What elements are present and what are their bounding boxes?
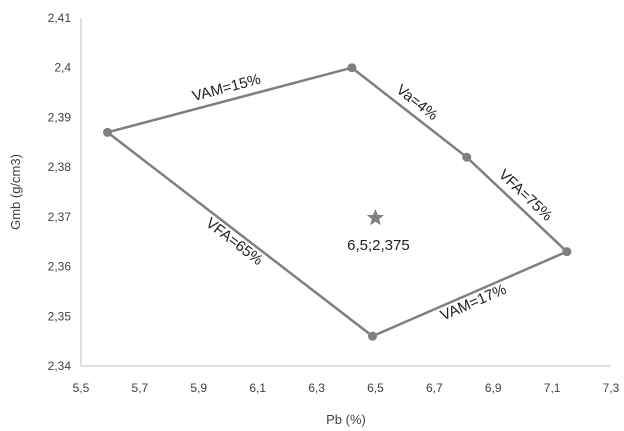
data-point: [562, 247, 572, 257]
y-tick-labels: 2,34 2,35 2,36 2,37 2,38 2,39 2,4 2,41: [48, 11, 72, 373]
data-point: [347, 63, 357, 73]
star-marker: [366, 208, 384, 226]
x-tick-label: 5,5: [73, 381, 90, 395]
y-tick-label: 2,4: [54, 61, 71, 75]
edge-label: VFA=65%: [202, 215, 266, 269]
y-tick-label: 2,37: [48, 210, 72, 224]
y-tick-label: 2,39: [48, 110, 72, 124]
edge-label: VFA=75%: [495, 166, 556, 224]
data-point: [368, 331, 377, 341]
x-tick-label: 7,3: [603, 381, 620, 395]
y-tick-label: 2,41: [48, 11, 72, 25]
x-tick-label: 6,3: [308, 381, 325, 395]
x-tick-label: 6,1: [249, 381, 266, 395]
data-point: [462, 152, 472, 162]
x-tick-label: 5,9: [190, 381, 207, 395]
y-tick-label: 2,38: [48, 160, 72, 174]
x-tick-label: 5,7: [132, 381, 149, 395]
data-point: [103, 127, 112, 137]
x-tick-label: 7,1: [544, 381, 561, 395]
y-axis-title: Gmb (g/cm3): [8, 154, 23, 230]
x-tick-labels: 5,5 5,7 5,9 6,1 6,3 6,5 6,7 6,9 7,1 7,3: [73, 381, 620, 395]
center-marker: 6,5;2,375: [347, 208, 410, 254]
x-axis-title: Pb (%): [326, 412, 366, 427]
y-tick-label: 2,36: [48, 260, 72, 274]
x-tick-label: 6,5: [367, 381, 384, 395]
marker-label: 6,5;2,375: [347, 237, 410, 254]
polygon-line: [104, 66, 570, 338]
edge-labels: VAM=15% Va=4%VFA=75%VAM=17%VFA=65%: [190, 71, 555, 325]
axes: [80, 18, 611, 367]
x-tick-label: 6,9: [485, 381, 502, 395]
y-tick-label: 2,34: [48, 359, 72, 373]
y-tick-label: 2,35: [48, 309, 72, 323]
series-polygon: [103, 63, 572, 341]
x-tick-label: 6,7: [426, 381, 443, 395]
